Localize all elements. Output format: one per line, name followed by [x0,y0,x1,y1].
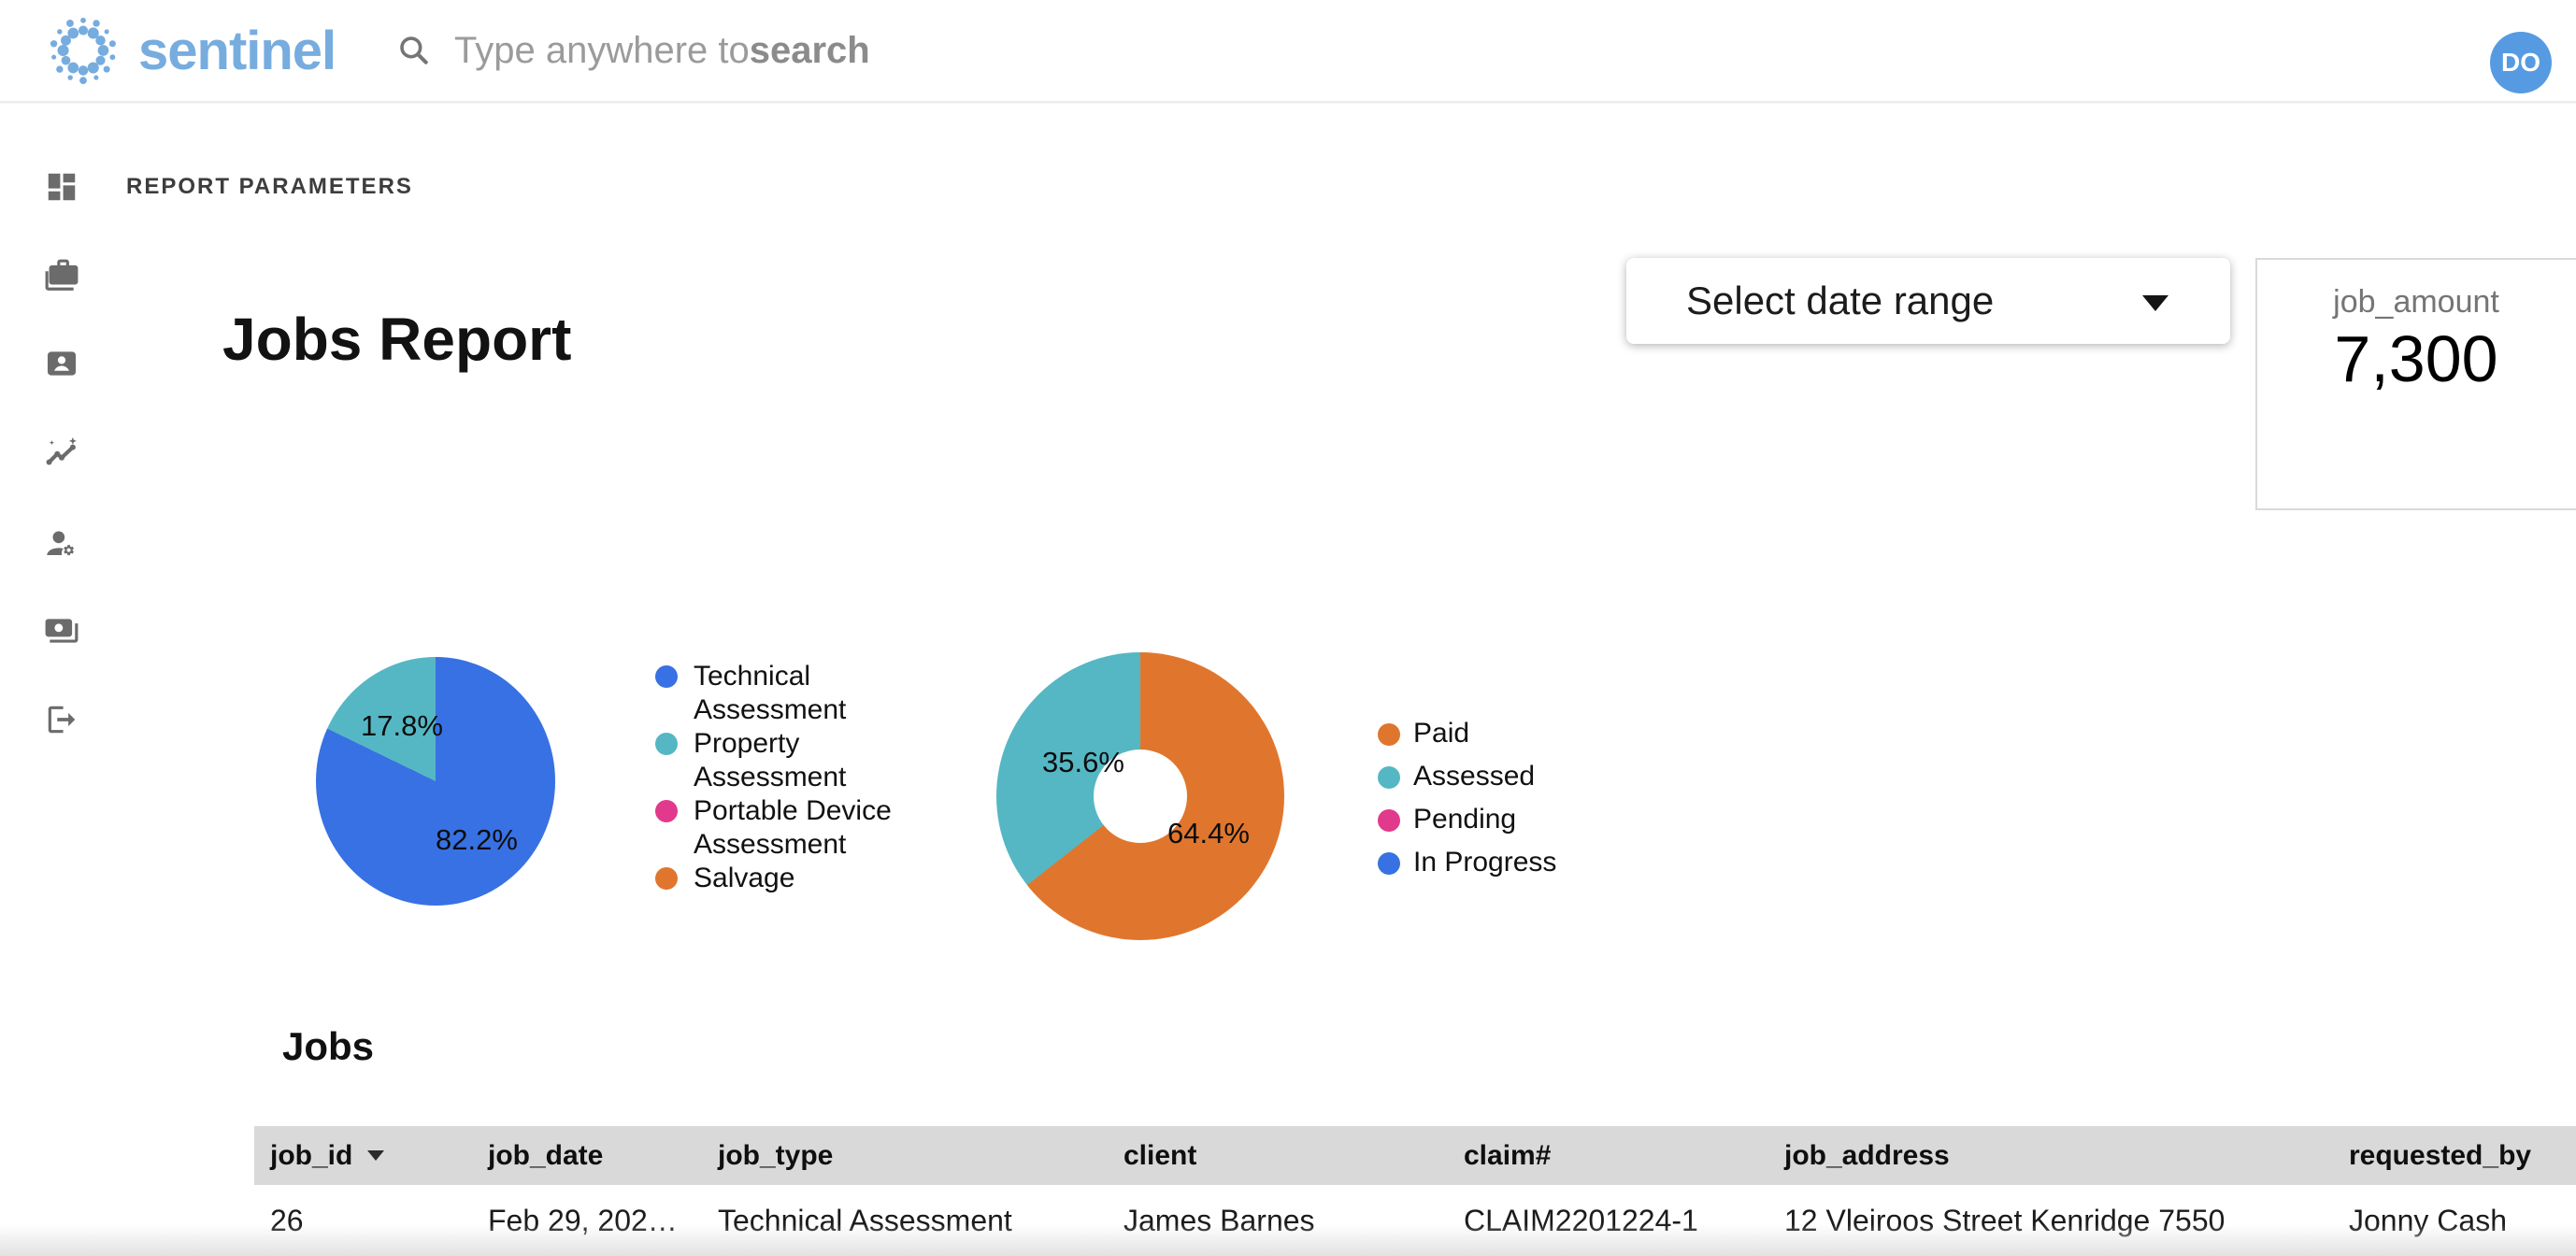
sidebar-item-insights[interactable] [44,435,79,471]
legend-item[interactable]: Portable Device Assessment [655,794,923,862]
sidebar-item-payments[interactable] [44,613,79,649]
legend-label: Assessed [1413,761,1536,792]
logo[interactable]: sentinel [47,9,336,92]
column-header-job-address[interactable]: job_address [1784,1140,2349,1172]
cell-requested-by: Jonny Cash [2349,1203,2507,1237]
insights-icon [46,436,77,465]
legend-item[interactable]: Pending [1378,804,1556,835]
legend-item[interactable]: Property Assessment [655,727,923,794]
cell-job-address: 12 Vleiroos Street Kenridge 7550 [1784,1203,2225,1237]
column-header-job-type[interactable]: job_type [718,1140,1123,1172]
legend-label: Pending [1413,804,1517,835]
cell-claim: CLAIM2201224-1 [1464,1203,1698,1237]
jobs-section-title: Jobs [282,1024,375,1068]
avatar[interactable]: DO [2490,32,2552,93]
pie-slice-label: 64.4% [1167,817,1250,849]
jobs-table: job_id job_date job_type client claim# j… [254,1126,2576,1256]
status-legend: Paid Assessed Pending In Progress [1378,718,1556,878]
job-type-legend: Technical Assessment Property Assessment… [655,660,923,895]
column-header-claim[interactable]: claim# [1464,1140,1784,1172]
pie-slice-label: 82.2% [436,823,518,856]
legend-dot [1378,852,1400,875]
legend-dot [1378,723,1400,746]
sidebar-item-logout[interactable] [44,702,79,737]
table-row[interactable]: 26 Feb 29, 202… Technical Assessment Jam… [254,1185,2576,1256]
sort-desc-icon [367,1150,385,1161]
legend-item[interactable]: In Progress [1378,847,1556,878]
legend-item[interactable]: Assessed [1378,761,1556,792]
brand-wordmark: sentinel [138,20,336,81]
date-range-label: Select date range [1686,278,1995,322]
status-donut-chart[interactable] [996,652,1284,940]
chevron-down-icon [2142,295,2168,311]
payments-icon [45,619,79,643]
date-range-dropdown[interactable]: Select date range [1626,258,2230,344]
legend-label: Portable Device Assessment [694,795,892,860]
donut-hole [1094,749,1187,843]
top-bar: sentinel Type anywhere to search DO [0,0,2576,103]
search-icon [400,36,428,64]
manage-accounts-icon [47,531,74,556]
cell-client: James Barnes [1123,1203,1315,1237]
sidebar-item-manage-accounts[interactable] [44,526,79,562]
job-type-pie-chart[interactable] [316,657,555,906]
jobs-briefcase-icon [45,259,79,291]
search-placeholder-emphasis: search [749,29,870,71]
sidebar-item-dashboard[interactable] [44,169,79,205]
table-header-row: job_id job_date job_type client claim# j… [254,1126,2576,1185]
column-header-label: job_date [488,1139,604,1171]
legend-dot [1378,809,1400,832]
scorecard-job-amount: job_amount 7,300 [2255,258,2576,510]
page-title: Jobs Report [222,306,572,373]
cell-job-id: 26 [270,1203,304,1237]
logout-icon [48,706,76,734]
pie-slice-label: 17.8% [361,709,443,742]
scorecard-value: 7,300 [2334,322,2498,395]
legend-label: Paid [1413,718,1470,749]
legend-dot [655,800,678,822]
column-header-job-date[interactable]: job_date [488,1140,718,1172]
search-input[interactable]: Type anywhere to search [396,17,870,84]
legend-label: In Progress [1413,847,1557,878]
column-header-label: claim# [1464,1139,1552,1171]
dashboard-icon [48,173,76,201]
column-header-job-id[interactable]: job_id [270,1140,488,1172]
column-header-label: job_address [1784,1139,1950,1171]
legend-dot [655,733,678,755]
column-header-label: job_id [270,1139,353,1171]
legend-dot [655,665,678,688]
legend-dot [1378,766,1400,789]
cell-job-date: Feb 29, 202… [488,1203,678,1237]
column-header-label: job_type [718,1139,834,1171]
section-label: REPORT PARAMETERS [126,174,413,199]
legend-item[interactable]: Salvage [655,862,923,895]
column-header-label: client [1123,1139,1197,1171]
column-header-label: requested_by [2349,1139,2532,1171]
column-header-client[interactable]: client [1123,1140,1464,1172]
search-placeholder: Type anywhere to [454,29,750,71]
scorecard-label: job_amount [2333,284,2499,320]
contact-badge-icon [47,351,77,376]
legend-label: Salvage [694,863,795,893]
legend-item[interactable]: Paid [1378,718,1556,749]
legend-label: Property Assessment [694,728,847,792]
legend-dot [655,867,678,890]
column-header-requested-by[interactable]: requested_by [2349,1140,2576,1172]
legend-label: Technical Assessment [694,661,847,725]
legend-item[interactable]: Technical Assessment [655,660,923,727]
pie-slice-label: 35.6% [1042,746,1124,778]
cell-job-type: Technical Assessment [718,1203,1012,1237]
logo-mark-icon [50,17,116,85]
sidebar-item-contacts[interactable] [44,346,79,381]
sidebar-item-jobs[interactable] [44,258,79,293]
